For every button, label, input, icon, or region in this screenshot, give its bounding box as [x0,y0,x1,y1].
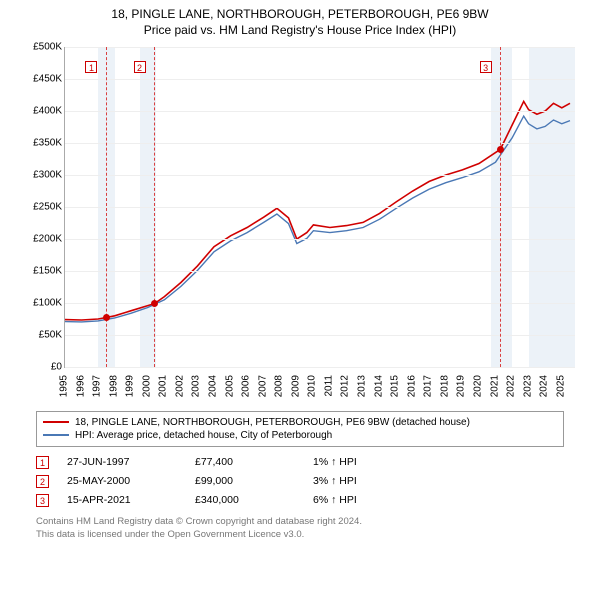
sale-row: 1 27-JUN-1997 £77,400 1% ↑ HPI [36,453,564,472]
sale-row-badge: 2 [36,475,49,488]
sale-row: 2 25-MAY-2000 £99,000 3% ↑ HPI [36,472,564,491]
x-axis-label: 2004 [208,375,219,397]
y-axis-label: £100K [22,297,62,308]
legend-label: 18, PINGLE LANE, NORTHBOROUGH, PETERBORO… [75,417,470,428]
sale-point [103,314,110,321]
x-axis-label: 1999 [125,375,136,397]
sale-date: 25-MAY-2000 [67,475,177,487]
sale-row: 3 15-APR-2021 £340,000 6% ↑ HPI [36,491,564,510]
x-axis-label: 2005 [224,375,235,397]
x-axis-label: 2025 [555,375,566,397]
x-axis-label: 2018 [439,375,450,397]
y-axis-label: £0 [22,361,62,372]
sale-marker-line [500,47,501,367]
legend-swatch [43,434,69,436]
sale-price: £99,000 [195,475,295,487]
sale-price: £340,000 [195,494,295,506]
gridline [65,207,575,208]
gridline [65,271,575,272]
gridline [65,79,575,80]
y-axis-label: £400K [22,105,62,116]
legend-item: 18, PINGLE LANE, NORTHBOROUGH, PETERBORO… [43,416,557,429]
sale-diff: 6% ↑ HPI [313,494,433,506]
gridline [65,367,575,368]
x-axis-label: 2000 [141,375,152,397]
x-axis-label: 2002 [174,375,185,397]
chart-area: 1 2 3 £0 £50K £100K £150K £200K £250K £300K £350K… [20,43,580,403]
gridline [65,111,575,112]
y-axis-label: £200K [22,233,62,244]
chart-subtitle: Price paid vs. HM Land Registry's House … [0,23,600,37]
y-axis-label: £500K [22,41,62,52]
chart-title: 18, PINGLE LANE, NORTHBOROUGH, PETERBORO… [0,6,600,23]
sale-date: 27-JUN-1997 [67,456,177,468]
sales-table: 1 27-JUN-1997 £77,400 1% ↑ HPI 2 25-MAY-2000 £… [36,453,564,510]
x-axis-label: 1996 [75,375,86,397]
x-axis-label: 2015 [390,375,401,397]
x-axis-label: 2019 [456,375,467,397]
sale-row-badge: 3 [36,494,49,507]
x-axis-label: 2006 [241,375,252,397]
gridline [65,239,575,240]
y-axis-label: £150K [22,265,62,276]
x-axis-label: 2001 [158,375,169,397]
x-axis-label: 2011 [323,375,334,397]
legend-item: HPI: Average price, detached house, City… [43,429,557,442]
x-axis-label: 2007 [257,375,268,397]
sale-badge: 2 [134,61,146,73]
sale-badge: 1 [85,61,97,73]
x-axis-label: 2022 [506,375,517,397]
x-axis-label: 2014 [373,375,384,397]
gridline [65,47,575,48]
x-axis-label: 2023 [522,375,533,397]
sale-point [497,146,504,153]
x-axis-label: 2009 [290,375,301,397]
legend-label: HPI: Average price, detached house, City… [75,430,332,441]
sale-point [151,300,158,307]
sale-diff: 1% ↑ HPI [313,456,433,468]
y-axis-label: £250K [22,201,62,212]
footer-attribution: Contains HM Land Registry data © Crown c… [36,516,564,542]
x-axis-label: 2012 [340,375,351,397]
x-axis-label: 2013 [357,375,368,397]
y-axis-label: £350K [22,137,62,148]
gridline [65,175,575,176]
legend: 18, PINGLE LANE, NORTHBOROUGH, PETERBORO… [36,411,564,447]
footer-line-2: This data is licensed under the Open Gov… [36,529,564,542]
sale-badge: 3 [480,61,492,73]
x-axis-label: 2016 [406,375,417,397]
y-axis-label: £450K [22,73,62,84]
series-hpi [65,116,570,322]
x-axis-label: 2003 [191,375,202,397]
gridline [65,303,575,304]
x-axis-label: 2010 [307,375,318,397]
x-axis-label: 2017 [423,375,434,397]
gridline [65,335,575,336]
sale-diff: 3% ↑ HPI [313,475,433,487]
y-axis-label: £50K [22,329,62,340]
x-axis-label: 1997 [92,375,103,397]
footer-line-1: Contains HM Land Registry data © Crown c… [36,516,564,529]
x-axis-label: 2008 [274,375,285,397]
legend-swatch [43,421,69,423]
series-price_paid [65,101,570,320]
x-axis-label: 1998 [108,375,119,397]
x-axis-label: 2021 [489,375,500,397]
sale-date: 15-APR-2021 [67,494,177,506]
sale-row-badge: 1 [36,456,49,469]
sale-price: £77,400 [195,456,295,468]
x-axis-label: 2020 [472,375,483,397]
y-axis-label: £300K [22,169,62,180]
plot-region: 1 2 3 [64,47,575,368]
sale-marker-line [154,47,155,367]
gridline [65,143,575,144]
x-axis-label: 2024 [539,375,550,397]
x-axis-label: 1995 [59,375,70,397]
